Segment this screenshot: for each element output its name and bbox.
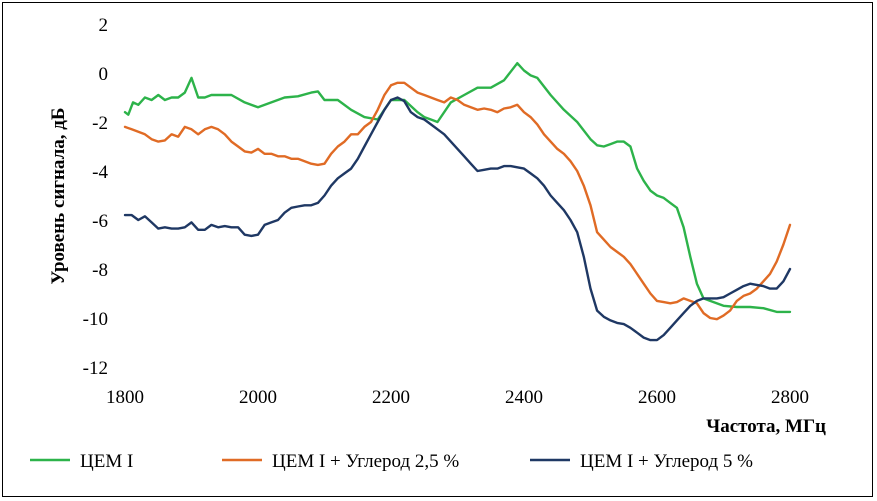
legend-label-2: ЦЕМ I + Углерод 2,5 %: [272, 451, 459, 472]
y-tick-label: 2: [99, 15, 109, 36]
y-tick-label: 0: [99, 64, 109, 85]
series-line-1: [123, 62, 792, 314]
y-axis-title: Уровень сигнала, дБ: [48, 108, 69, 285]
y-axis-ticks: 2 0 -2 -4 -6 -8 -10 -12: [83, 15, 109, 379]
x-tick-label: 2400: [505, 387, 543, 408]
x-axis-title: Частота, МГц: [706, 416, 826, 437]
series-lines: [123, 62, 792, 342]
x-tick-label: 2800: [771, 387, 809, 408]
legend-label-3: ЦЕМ I + Углерод 5 %: [580, 451, 753, 472]
x-tick-label: 1800: [106, 387, 144, 408]
legend: ЦЕМ I ЦЕМ I + Углерод 2,5 % ЦЕМ I + Углеро…: [30, 451, 753, 472]
x-tick-label: 2200: [372, 387, 410, 408]
y-tick-label: -8: [92, 260, 108, 281]
x-tick-label: 2600: [638, 387, 676, 408]
y-tick-label: -10: [83, 309, 108, 330]
x-axis-ticks: 1800 2000 2200 2400 2600 2800: [106, 387, 809, 408]
legend-label-1: ЦЕМ I: [80, 451, 133, 472]
y-tick-label: -6: [92, 211, 108, 232]
x-tick-label: 2000: [239, 387, 277, 408]
y-tick-label: -2: [92, 113, 108, 134]
y-tick-label: -12: [83, 358, 108, 379]
y-tick-label: -4: [92, 162, 108, 183]
series-line-3: [123, 96, 792, 342]
series-line-2: [123, 81, 792, 321]
